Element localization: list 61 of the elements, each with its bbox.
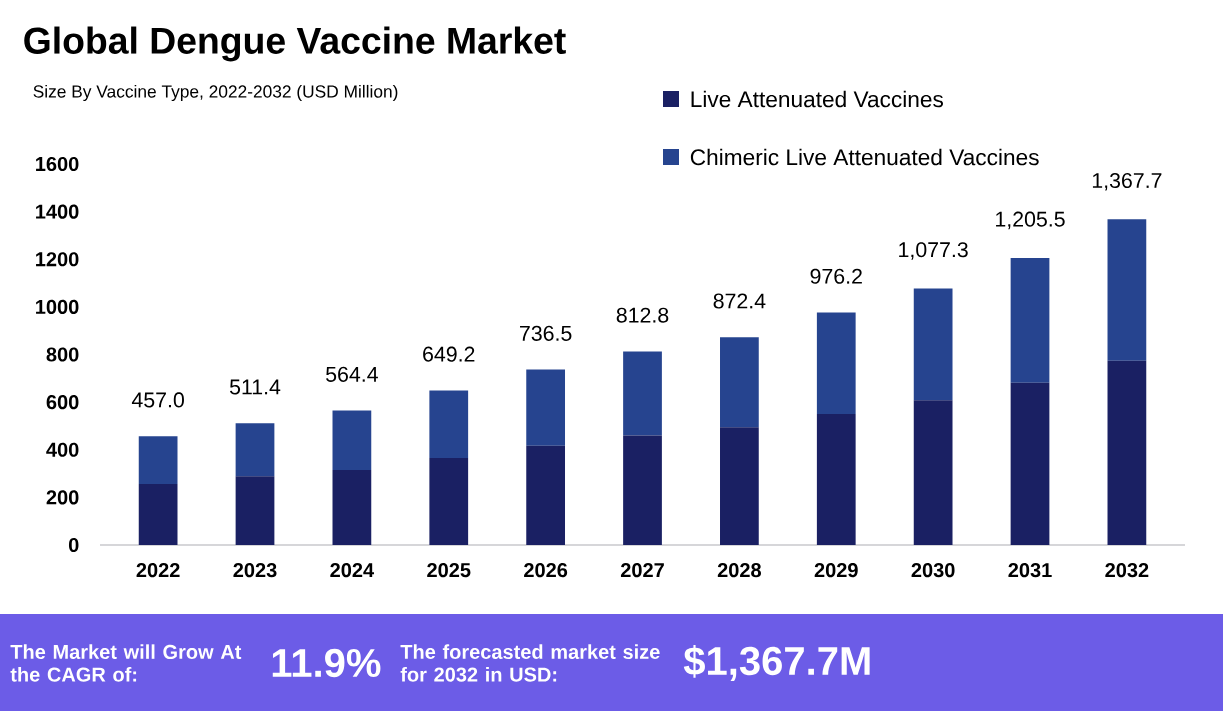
bar xyxy=(235,476,275,545)
total-label: 976.2 xyxy=(810,268,862,284)
bar xyxy=(816,312,856,414)
x-tick-label: 2031 xyxy=(1008,563,1052,578)
chart-title: Global Dengue Vaccine Market xyxy=(24,26,566,62)
y-tick-label: 1200 xyxy=(36,252,79,267)
total-label: 812.8 xyxy=(616,307,669,323)
bar xyxy=(332,469,372,545)
y-tick-label: 1400 xyxy=(36,204,79,219)
total-label: 511.4 xyxy=(229,379,281,395)
bar xyxy=(138,484,178,545)
total-label: 457.0 xyxy=(131,392,184,408)
x-tick-label: 2024 xyxy=(330,563,375,578)
bar xyxy=(1107,360,1147,545)
bar xyxy=(623,435,662,545)
total-label: 649.2 xyxy=(423,346,475,362)
bar xyxy=(720,427,759,545)
x-tick-label: 2023 xyxy=(233,563,277,578)
bar xyxy=(235,423,275,477)
x-tick-label: 2028 xyxy=(717,563,761,578)
y-tick-label: 800 xyxy=(46,347,79,362)
total-label: 564.4 xyxy=(326,366,378,382)
x-tick-label: 2022 xyxy=(136,563,180,578)
y-tick-label: 400 xyxy=(46,442,79,457)
bar xyxy=(138,436,178,485)
total-label: 872.4 xyxy=(713,293,766,309)
y-tick-label: 200 xyxy=(46,490,79,505)
total-label: 1,077.3 xyxy=(899,242,968,260)
legend-label: Live Attenuated Vaccines xyxy=(691,90,943,108)
x-tick-label: 2025 xyxy=(427,563,471,578)
y-tick-label: 1600 xyxy=(36,156,79,172)
total-label: 1,205.5 xyxy=(996,211,1065,230)
total-label: 736.5 xyxy=(520,325,572,341)
y-tick-label: 1000 xyxy=(36,299,79,314)
text: The forecasted market size for 2032 in USD: xyxy=(400,644,660,682)
y-tick-label: 0 xyxy=(68,537,79,553)
bar xyxy=(429,390,469,459)
text: 11.9% xyxy=(272,648,381,678)
bar xyxy=(332,410,372,470)
x-tick-label: 2030 xyxy=(911,563,955,578)
bar xyxy=(913,400,953,545)
x-tick-label: 2032 xyxy=(1105,563,1149,578)
x-tick-label: 2029 xyxy=(814,563,858,578)
bar xyxy=(526,445,566,545)
text: $1,367.7M xyxy=(683,645,870,681)
bar xyxy=(720,337,759,428)
y-tick-label: 600 xyxy=(46,395,79,410)
x-tick-label: 2026 xyxy=(524,563,568,578)
total-label: 1,367.7 xyxy=(1092,172,1162,191)
bar xyxy=(623,351,662,436)
bar xyxy=(816,413,856,545)
chart-subtitle: Size By Vaccine Type, 2022-2032 (USD Million) xyxy=(33,84,398,102)
bar xyxy=(429,458,469,545)
bar xyxy=(526,369,566,446)
x-tick-label: 2027 xyxy=(620,563,664,578)
legend-label: Chimeric Live Attenuated Vaccines xyxy=(690,148,1039,166)
text: The Market will Grow At the CAGR of: xyxy=(10,644,242,682)
bar xyxy=(913,288,953,401)
bar xyxy=(1010,257,1050,383)
bar xyxy=(1107,219,1147,361)
bar xyxy=(1010,382,1050,545)
